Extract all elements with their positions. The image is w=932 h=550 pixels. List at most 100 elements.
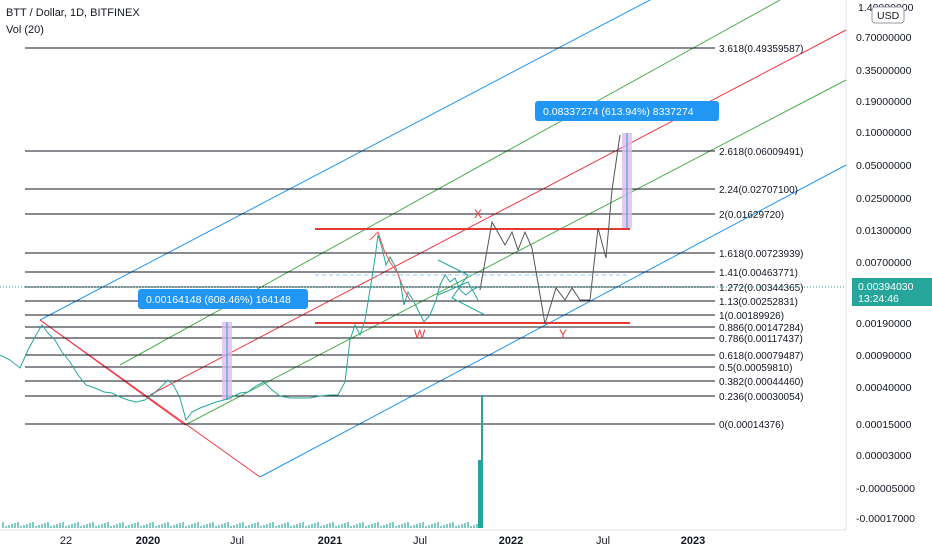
volume-bar <box>77 522 79 528</box>
triangle-pattern-2 <box>437 281 479 301</box>
channel-blue-upper <box>39 0 651 321</box>
wave-label-x: X <box>474 207 482 221</box>
volume-bar <box>23 525 25 528</box>
volume-bar <box>260 526 262 528</box>
currency-button[interactable] <box>871 6 905 24</box>
volume-bar <box>50 526 52 528</box>
volume-bar <box>446 524 448 528</box>
volume-bar <box>17 522 19 528</box>
volume-bar <box>290 526 292 528</box>
volume-bar <box>449 523 451 528</box>
channel-blue-lower <box>259 164 847 478</box>
volume-bar <box>230 526 232 528</box>
wave-label-y: Y <box>559 327 567 341</box>
volume-bar <box>215 526 217 528</box>
volume-bar <box>242 522 244 528</box>
volume-bar <box>224 523 226 528</box>
volume-bar <box>395 526 397 528</box>
time-axis[interactable] <box>0 531 846 550</box>
price-tick-label: 0.00003000 <box>856 450 912 462</box>
volume-bar <box>434 523 436 528</box>
volume-bar <box>263 525 265 528</box>
fib-level-label: 0.382(0.00044460) <box>719 377 804 388</box>
measure-label-1-bg <box>138 289 308 309</box>
volume-bar <box>80 526 82 528</box>
volume-bar <box>374 523 376 528</box>
fib-level-label: 0.5(0.00059810) <box>719 363 792 374</box>
pitchfork-base <box>39 319 186 426</box>
price-series <box>0 234 479 422</box>
time-axis-ticks: 22 2020 Jul 2021 Jul 2022 Jul 2023 <box>60 535 705 547</box>
volume-bar <box>320 526 322 528</box>
volume-bar <box>413 525 415 528</box>
fib-level-label: 1.13(0.00252831) <box>719 297 798 308</box>
volume-bar <box>410 526 412 528</box>
volume-bar <box>107 522 109 528</box>
volume-bar <box>47 522 49 528</box>
volume-bar <box>44 523 46 528</box>
volume-bar <box>11 524 13 528</box>
volume-bar <box>239 523 241 528</box>
volume-bars <box>2 395 483 528</box>
volume-bar <box>152 522 154 528</box>
volume-bar <box>170 526 172 528</box>
volume-bar <box>128 525 130 528</box>
bar-countdown: 13:24:46 <box>858 293 899 305</box>
volume-bar <box>281 524 283 528</box>
volume-bar <box>161 524 163 528</box>
price-tick-label: 0.02500000 <box>856 193 912 205</box>
fib-level-label: 1.618(0.00723939) <box>719 249 804 260</box>
volume-bar <box>32 522 34 528</box>
volume-bar <box>113 525 115 528</box>
volume-bar <box>278 525 280 528</box>
volume-bar <box>62 522 64 528</box>
price-axis[interactable] <box>846 0 932 550</box>
volume-bar <box>104 523 106 528</box>
volume-bar <box>233 525 235 528</box>
volume-bar <box>326 524 328 528</box>
price-tick-label: 0.10000000 <box>856 127 912 139</box>
volume-bar <box>134 523 136 528</box>
volume-bar <box>98 525 100 528</box>
volume-bar <box>89 523 91 528</box>
fib-level-label: 0.786(0.00117437) <box>719 334 803 345</box>
volume-bar <box>182 522 184 528</box>
volume-bar <box>353 525 355 528</box>
volume-bar <box>266 524 268 528</box>
volume-bar <box>368 525 370 528</box>
measure-label-2-bg <box>535 101 719 121</box>
volume-bar <box>53 525 55 528</box>
measure-label-2: 0.08337274 (613.94%) 8337274 <box>543 106 694 118</box>
volume-bar <box>83 525 85 528</box>
volume-bar <box>92 522 94 528</box>
volume-bar <box>188 525 190 528</box>
price-tick-label: 0.00040000 <box>856 382 912 394</box>
volume-bar <box>332 522 334 528</box>
volume-bar <box>206 524 208 528</box>
volume-bar <box>251 524 253 528</box>
volume-bar <box>386 524 388 528</box>
channel-red-median <box>149 29 847 396</box>
price-tick-label: -0.00017000 <box>856 513 915 525</box>
time-tick-label: 2022 <box>499 535 523 547</box>
volume-bar <box>302 522 304 528</box>
volume-bar <box>110 526 112 528</box>
price-tick-label: 0.19000000 <box>856 96 912 108</box>
volume-bar <box>35 526 37 528</box>
currency-label: USD <box>877 10 900 22</box>
volume-bar <box>164 523 166 528</box>
volume-bar <box>248 525 250 528</box>
time-tick-label: 2021 <box>318 535 342 547</box>
volume-bar <box>38 525 40 528</box>
volume-bar <box>341 524 343 528</box>
volume-bar <box>185 526 187 528</box>
volume-bar <box>71 524 73 528</box>
volume-bar <box>257 522 259 528</box>
channel-green-upper <box>119 0 781 366</box>
volume-bar <box>404 523 406 528</box>
fib-level-label: 2(0.01629720) <box>719 210 784 221</box>
volume-bar <box>236 524 238 528</box>
volume-bar <box>179 523 181 528</box>
volume-bar <box>158 525 160 528</box>
